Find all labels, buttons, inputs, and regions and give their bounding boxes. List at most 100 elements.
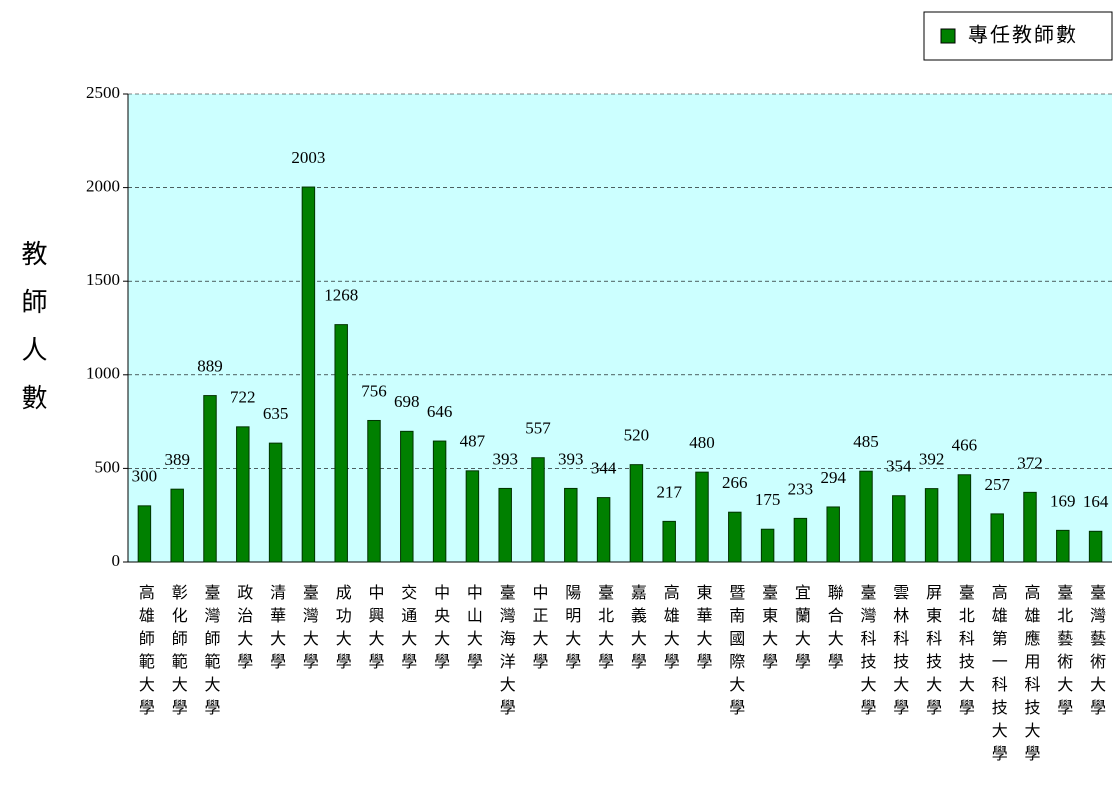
x-tick-label: 宜蘭大學 xyxy=(792,584,811,676)
y-tick-label: 2000 xyxy=(86,177,120,196)
x-tick-label: 臺灣海洋大學 xyxy=(497,584,516,722)
y-tick-label: 0 xyxy=(112,551,121,570)
x-tick-label: 中央大學 xyxy=(431,584,450,676)
value-label: 393 xyxy=(492,449,518,468)
bar xyxy=(564,487,578,563)
bar xyxy=(1088,530,1103,563)
value-label: 557 xyxy=(525,419,551,438)
x-tick-label: 臺灣大學 xyxy=(300,584,319,676)
bar xyxy=(170,488,184,563)
value-label: 354 xyxy=(886,457,912,476)
x-tick-label: 屏東科技大學 xyxy=(923,584,942,722)
y-tick-label: 1000 xyxy=(86,364,120,383)
bar xyxy=(236,426,250,563)
x-tick-label: 中正大學 xyxy=(530,584,549,676)
value-label: 169 xyxy=(1050,491,1076,510)
bar xyxy=(400,430,414,563)
x-tick-label: 暨南國際大學 xyxy=(726,584,745,722)
bar xyxy=(1023,491,1037,563)
y-tick-label: 2500 xyxy=(86,83,120,102)
x-tick-label: 高雄大學 xyxy=(661,584,680,676)
x-tick-label: 中興大學 xyxy=(366,584,385,676)
x-tick-label: 雲林科技大學 xyxy=(890,584,909,722)
value-label: 698 xyxy=(394,392,420,411)
x-tick-label: 東華大學 xyxy=(694,584,713,676)
bar xyxy=(728,511,742,563)
legend-swatch xyxy=(940,28,956,44)
bar xyxy=(465,470,480,563)
value-label: 466 xyxy=(952,436,978,455)
bar xyxy=(1056,529,1070,563)
bar xyxy=(662,520,676,563)
bar xyxy=(301,186,316,563)
bar xyxy=(531,457,545,563)
bar xyxy=(957,474,972,563)
bar xyxy=(826,506,840,563)
bar xyxy=(137,505,152,563)
x-tick-label: 嘉義大學 xyxy=(628,584,647,676)
bar xyxy=(367,419,381,563)
bar xyxy=(498,487,512,563)
plot-area xyxy=(128,94,1112,562)
x-tick-label: 高雄第一科技大學 xyxy=(989,584,1008,768)
value-label: 1268 xyxy=(324,286,358,305)
value-label: 344 xyxy=(591,459,617,478)
value-label: 635 xyxy=(263,404,289,423)
x-tick-label: 高雄師範大學 xyxy=(136,584,155,722)
y-tick-label: 1500 xyxy=(86,270,120,289)
bar xyxy=(596,497,611,563)
value-label: 487 xyxy=(460,432,486,451)
x-tick-label: 聯合大學 xyxy=(825,584,844,676)
x-tick-label: 陽明大學 xyxy=(562,584,581,676)
x-tick-label: 臺灣藝術大學 xyxy=(1087,584,1106,722)
x-tick-label: 成功大學 xyxy=(333,584,352,676)
bar xyxy=(760,528,775,563)
x-tick-label: 臺灣科技大學 xyxy=(858,584,877,722)
value-label: 266 xyxy=(722,473,748,492)
y-tick-label: 500 xyxy=(95,457,121,476)
y-axis-label: 教師人數 xyxy=(18,240,47,432)
value-label: 480 xyxy=(689,433,715,452)
bar xyxy=(203,395,217,563)
bar xyxy=(695,471,709,563)
value-label: 485 xyxy=(853,432,879,451)
value-label: 300 xyxy=(132,467,158,486)
value-label: 520 xyxy=(624,426,650,445)
x-tick-label: 清華大學 xyxy=(267,584,286,676)
x-tick-label: 臺北科技大學 xyxy=(956,584,975,722)
value-label: 889 xyxy=(197,356,223,375)
x-tick-label: 臺北大學 xyxy=(595,584,614,676)
x-tick-label: 高雄應用科技大學 xyxy=(1022,584,1041,768)
value-label: 393 xyxy=(558,449,584,468)
x-tick-label: 臺東大學 xyxy=(759,584,778,676)
value-label: 756 xyxy=(361,381,387,400)
value-label: 389 xyxy=(164,450,190,469)
value-label: 164 xyxy=(1083,492,1109,511)
bar xyxy=(859,470,873,563)
value-label: 722 xyxy=(230,388,256,407)
value-label: 257 xyxy=(984,475,1010,494)
value-label: 372 xyxy=(1017,453,1043,472)
value-label: 217 xyxy=(656,482,682,501)
x-tick-label: 臺北藝術大學 xyxy=(1054,584,1073,722)
value-label: 392 xyxy=(919,450,945,469)
x-tick-label: 臺灣師範大學 xyxy=(202,584,221,722)
x-tick-label: 彰化師範大學 xyxy=(169,583,188,722)
bar xyxy=(629,464,644,563)
x-tick-label: 中山大學 xyxy=(464,584,483,676)
x-tick-label: 交通大學 xyxy=(398,584,417,676)
value-label: 233 xyxy=(788,479,814,498)
bar xyxy=(334,324,348,563)
bar xyxy=(924,488,939,563)
legend-label: 專任教師數 xyxy=(968,24,1078,47)
bar xyxy=(793,517,808,563)
value-label: 2003 xyxy=(291,148,325,167)
value-label: 175 xyxy=(755,490,781,509)
bar xyxy=(268,442,283,563)
x-tick-label: 政治大學 xyxy=(234,584,253,676)
value-label: 646 xyxy=(427,402,453,421)
bar xyxy=(892,495,906,563)
bar xyxy=(990,513,1004,563)
bar xyxy=(432,440,447,563)
